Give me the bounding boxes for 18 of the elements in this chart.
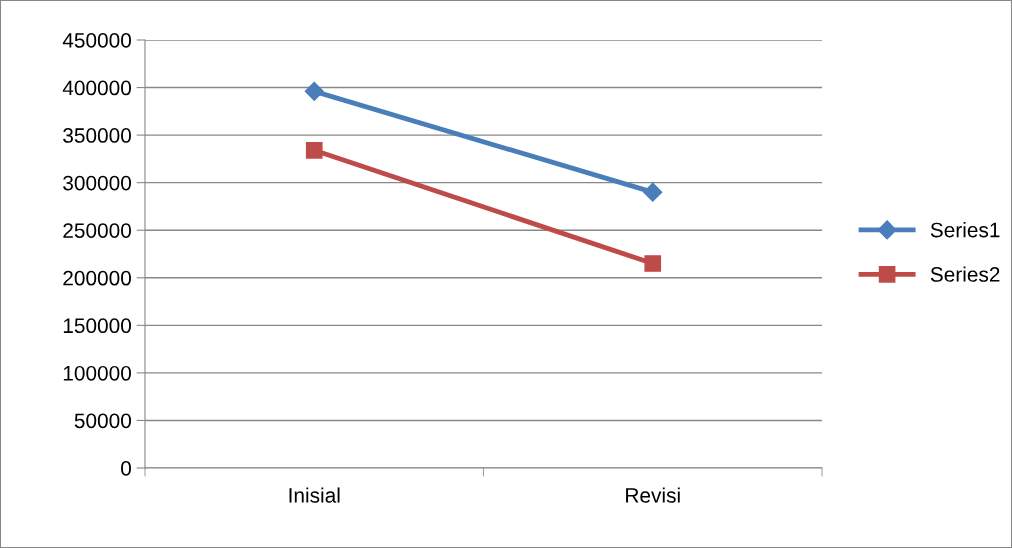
point	[644, 255, 662, 272]
y-tick-label: 150000	[63, 318, 131, 334]
point	[304, 81, 324, 101]
y-tick-label: 200000	[63, 270, 131, 286]
y-tick-label: 300000	[63, 175, 131, 191]
x-tick-label: Revisi	[626, 487, 680, 503]
y-tick-label: 350000	[63, 128, 131, 143]
point	[305, 141, 323, 159]
y-tick-label: 0	[121, 461, 131, 476]
y-tick-label: 400000	[62, 80, 131, 96]
y-tick-label: 50000	[74, 413, 131, 429]
x-tick-label: Inisial	[289, 487, 340, 503]
legend-label: Series1	[930, 222, 1000, 238]
point	[643, 182, 663, 202]
y-tick-label: 250000	[63, 223, 131, 238]
y-tick-label: 100000	[63, 365, 131, 381]
legend-label: Series2	[930, 266, 1000, 282]
y-tick-label: 450000	[62, 33, 131, 48]
